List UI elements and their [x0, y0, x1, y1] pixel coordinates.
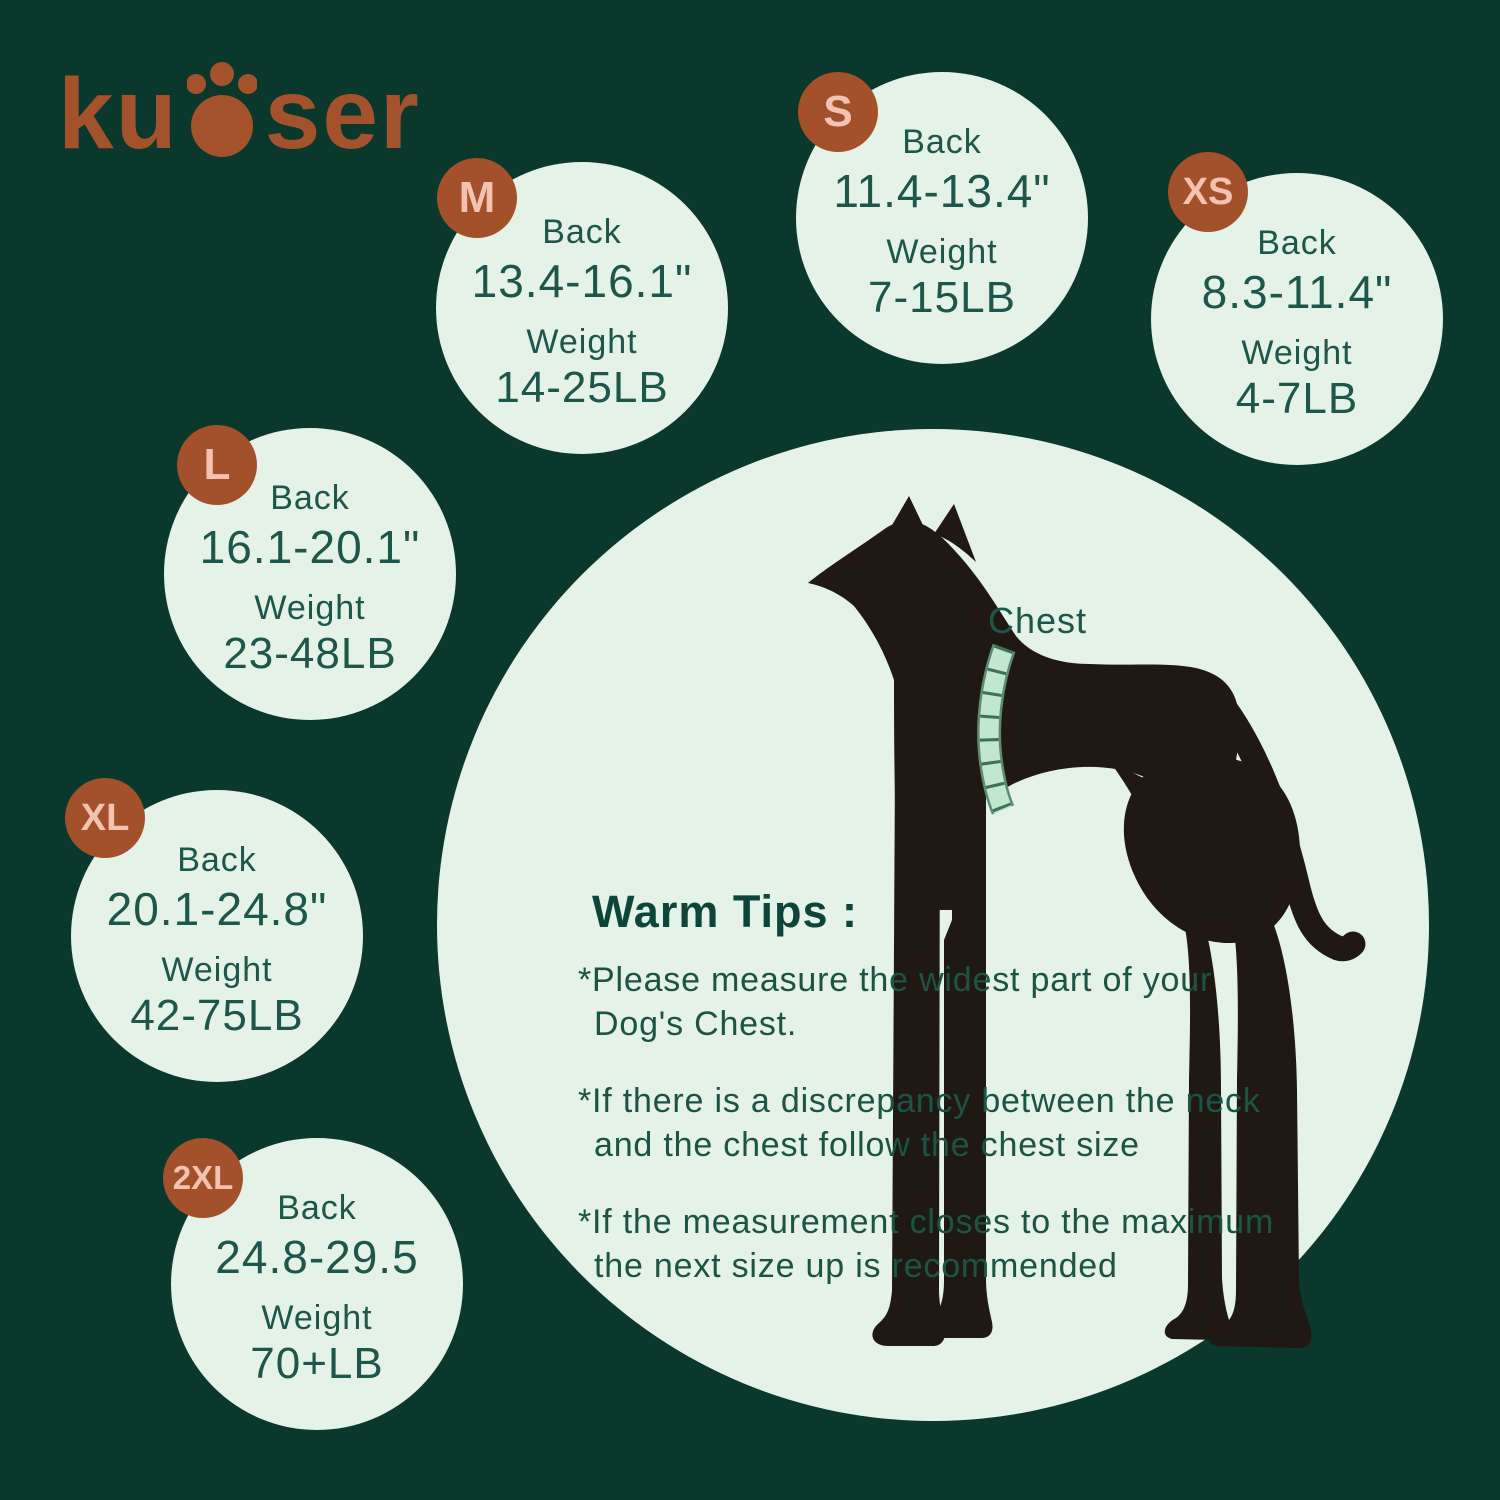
back-value: 13.4-16.1": [471, 255, 693, 307]
size-badge-s: S: [798, 72, 878, 152]
weight-value: 23-48LB: [223, 629, 397, 678]
back-label: Back: [277, 1189, 357, 1227]
back-label: Back: [1257, 224, 1337, 262]
measuring-tape-icon: [977, 643, 1016, 815]
back-label: Back: [177, 841, 257, 879]
logo-text-ser: ser: [264, 58, 421, 170]
weight-label: Weight: [1241, 334, 1353, 372]
back-label: Back: [542, 213, 622, 251]
warm-tip: *Please measure the widest part of your …: [578, 961, 1213, 1043]
size-circle-2xl: 2XL Back 24.8-29.5 Weight 70+LB: [163, 1138, 463, 1430]
weight-label: Weight: [526, 323, 638, 361]
warm-tip: *If there is a discrepancy between the n…: [578, 1082, 1261, 1164]
size-badge-label: XL: [80, 796, 130, 839]
size-circle-m: M Back 13.4-16.1" Weight 14-25LB: [436, 158, 728, 454]
weight-value: 4-7LB: [1235, 374, 1359, 423]
dog-leg: [1110, 762, 1230, 1340]
back-label: Back: [902, 123, 982, 161]
warm-tips-list: *Please measure the widest part of your …: [578, 958, 1276, 1321]
size-badge-label: 2XL: [172, 1159, 234, 1196]
size-badge-label: M: [458, 173, 496, 222]
warm-tip: *If the measurement closes to the maximu…: [578, 1203, 1275, 1285]
weight-value: 14-25LB: [495, 363, 669, 412]
weight-label: Weight: [161, 951, 273, 989]
dog-silhouette: [808, 496, 1366, 1348]
size-circle-xl: XL Back 20.1-24.8" Weight 42-75LB: [65, 778, 363, 1082]
back-value: 24.8-29.5: [215, 1231, 419, 1283]
size-badge-xs: XS: [1168, 152, 1248, 232]
weight-label: Weight: [886, 233, 998, 271]
dog-ear: [888, 496, 932, 544]
size-badge-label: S: [823, 87, 853, 136]
size-badge-l: L: [177, 425, 257, 505]
warm-tips-title: Warm Tips :: [592, 886, 859, 937]
weight-value: 7-15LB: [868, 273, 1016, 322]
size-badge-2xl: 2XL: [163, 1138, 243, 1218]
dog-leg: [872, 770, 946, 1346]
dog-leg: [1128, 748, 1312, 1348]
size-badge-xl: XL: [65, 778, 145, 858]
back-value: 20.1-24.8": [106, 883, 328, 935]
size-badge-label: XS: [1182, 170, 1234, 213]
brand-logo: ku ser: [58, 52, 421, 170]
dog-ear: [934, 504, 976, 562]
paw-icon: [186, 62, 257, 157]
dog-leg: [923, 780, 993, 1338]
size-badge-m: M: [437, 158, 517, 238]
weight-label: Weight: [254, 589, 366, 627]
logo-text-ku: ku: [58, 58, 179, 170]
weight-value: 70+LB: [250, 1339, 384, 1388]
weight-value: 42-75LB: [130, 991, 304, 1040]
size-circle-l: L Back 16.1-20.1" Weight 23-48LB: [164, 425, 456, 720]
size-circle-xs: XS Back 8.3-11.4" Weight 4-7LB: [1151, 152, 1443, 465]
back-value: 8.3-11.4": [1201, 266, 1393, 318]
dog-tail: [1199, 679, 1366, 962]
back-value: 11.4-13.4": [833, 165, 1051, 217]
back-label: Back: [270, 479, 350, 517]
size-circle-s: S Back 11.4-13.4" Weight 7-15LB: [796, 72, 1088, 364]
weight-label: Weight: [261, 1299, 373, 1337]
back-value: 16.1-20.1": [199, 521, 421, 573]
chest-label: Chest: [988, 600, 1088, 641]
size-badge-label: L: [203, 440, 231, 489]
